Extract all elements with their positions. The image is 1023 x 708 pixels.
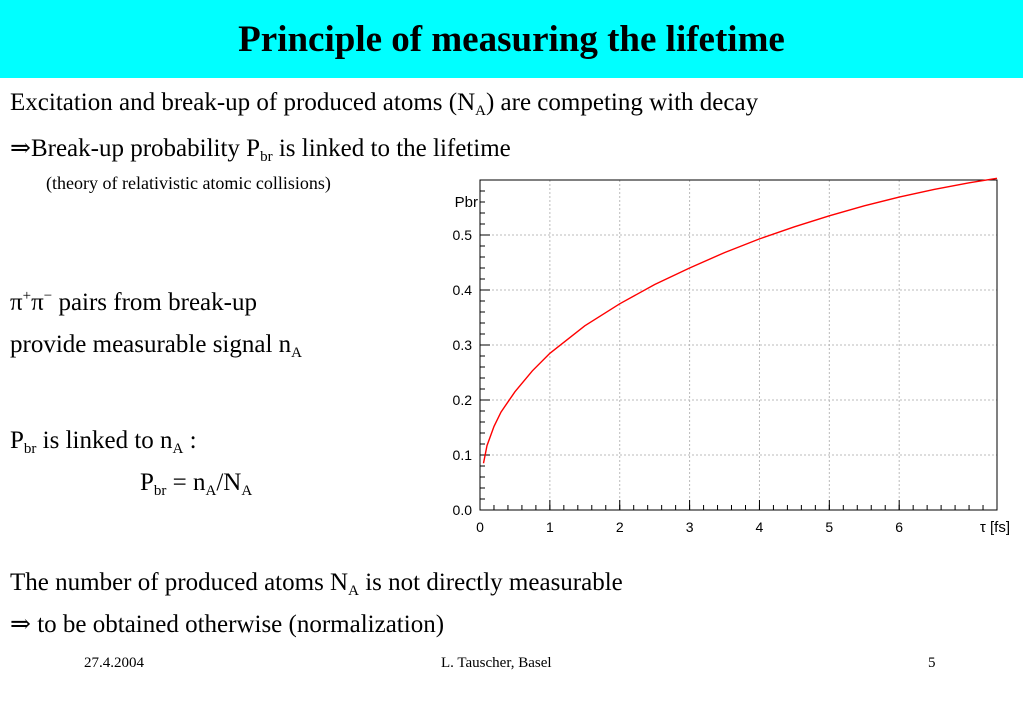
x-axis-label: τ [fs] [980, 519, 1010, 536]
y-tick-label-1: 0.1 [453, 447, 473, 463]
x-tick-label-4: 4 [756, 519, 764, 535]
title-bar [0, 0, 1023, 78]
text-formula: Pbr = nA/NA [140, 469, 253, 499]
slide-title: Principle of measuring the lifetime [238, 19, 785, 60]
x-tick-label-0: 0 [476, 519, 484, 535]
y-tick-label-2: 0.2 [453, 392, 473, 408]
x-tick-label-2: 2 [616, 519, 624, 535]
x-tick-label-6: 6 [895, 519, 903, 535]
text-pion-pairs: π+π− pairs from break-up [10, 288, 257, 316]
footer-date: 27.4.2004 [84, 655, 144, 671]
series-line-0 [482, 177, 998, 464]
x-tick-label-3: 3 [686, 519, 694, 535]
footer-page-number: 5 [928, 655, 936, 671]
text-theory: (theory of relativistic atomic collision… [46, 173, 331, 193]
pbr-chart: 0 1 2 3 4 5 6 0.0 0.1 0.2 0.3 0.4 0.5 Pbr τ [fs] [453, 177, 1010, 536]
x-tick-label-5: 5 [825, 519, 833, 535]
text-normalization: ⇒ to be obtained otherwise (normalizatio… [10, 611, 445, 638]
y-tick-label-0: 0.0 [453, 502, 473, 518]
y-tick-label-4: 0.4 [453, 282, 473, 298]
text-excitation: Excitation and break-up of produced atom… [10, 89, 759, 119]
x-tick-label-1: 1 [546, 519, 554, 535]
footer-author: L. Tauscher, Basel [441, 655, 552, 671]
y-tick-label-5: 0.5 [453, 227, 473, 243]
y-axis-label: Pbr [455, 194, 478, 211]
y-tick-label-3: 0.3 [453, 337, 473, 353]
text-pbr-linked: Pbr is linked to nA : [10, 427, 197, 457]
text-breakup: ⇒Break-up probability Pbr is linked to t… [10, 135, 511, 165]
text-number-atoms: The number of produced atoms NA is not d… [10, 569, 623, 599]
text-signal: provide measurable signal nA [10, 331, 303, 361]
